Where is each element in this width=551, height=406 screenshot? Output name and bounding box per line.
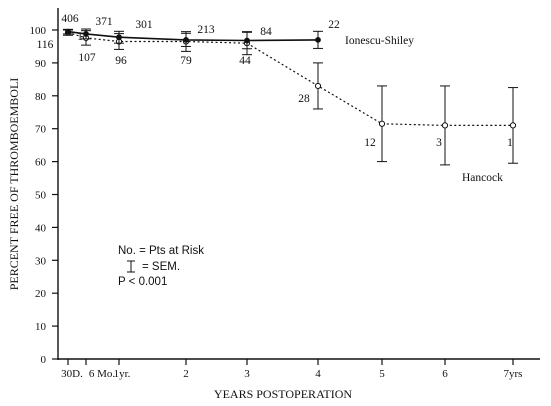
y-tick-label: 60 xyxy=(35,157,47,169)
sem-symbol-icon xyxy=(127,260,135,273)
data-point xyxy=(83,31,89,37)
data-point xyxy=(315,36,321,43)
data-point xyxy=(314,82,322,90)
pts-at-risk-ionescu: 406 xyxy=(61,13,79,25)
y-axis-title: PERCENT FREE OF THROMBOEMBOLI xyxy=(7,78,21,291)
x-tick-label: 7yrs xyxy=(504,368,523,380)
chart-key: No. = Pts at Risk = SEM. P < 0.001 xyxy=(118,245,204,288)
data-point xyxy=(244,37,250,44)
x-axis-title: YEARS POSTOPERATION xyxy=(214,387,352,401)
pts-at-risk-hancock: 44 xyxy=(239,55,251,67)
data-point xyxy=(441,122,449,129)
x-axis-ticks: 30D. 6 Mo.1yr. 2 3 4 5 6 7yrs xyxy=(61,359,522,380)
x-tick-label: 1yr. xyxy=(114,368,131,380)
series-hancock xyxy=(63,29,518,166)
y-axis-ticks: 0 10 20 30 40 50 60 70 80 90 100 xyxy=(30,25,58,366)
data-point xyxy=(116,34,122,41)
x-tick-label: 4 xyxy=(315,368,321,380)
series-line xyxy=(67,30,319,42)
pts-at-risk-ionescu: 301 xyxy=(135,19,153,31)
pts-at-risk-ionescu: 84 xyxy=(260,26,272,38)
pts-at-risk-hancock: 96 xyxy=(115,55,127,67)
series-ionescu-shiley xyxy=(63,28,323,50)
y-tick-label: 70 xyxy=(35,124,47,136)
pts-at-risk-hancock: 79 xyxy=(180,55,192,67)
series-label-ionescu-shiley: Ionescu-Shiley xyxy=(345,35,414,47)
y-tick-label: 80 xyxy=(35,91,47,103)
pts-at-risk-ionescu: 371 xyxy=(95,16,113,28)
pts-at-risk-hancock: 28 xyxy=(298,93,310,105)
y-tick-label: 30 xyxy=(35,255,47,267)
series-line xyxy=(67,32,513,126)
data-point xyxy=(509,122,517,129)
x-tick-label: 5 xyxy=(379,368,385,380)
y-tick-label: 10 xyxy=(35,321,47,333)
x-tick-label: 6 xyxy=(442,368,448,380)
pts-at-risk-hancock: 3 xyxy=(436,137,442,149)
pts-at-risk-ionescu: 213 xyxy=(197,24,215,36)
x-tick-label: 3 xyxy=(244,368,250,380)
pts-at-risk-hancock: 107 xyxy=(78,52,96,64)
pts-at-risk-hancock: 12 xyxy=(364,137,376,149)
pts-at-risk-hancock: 1 xyxy=(507,137,513,149)
key-pts-at-risk: No. = Pts at Risk xyxy=(118,245,204,257)
y-tick-label: 50 xyxy=(35,190,47,202)
y-tick-label: 0 xyxy=(41,354,47,366)
data-point xyxy=(65,28,71,35)
data-point xyxy=(183,36,189,43)
x-tick-label: 30D. xyxy=(61,368,83,380)
key-sem: = SEM. xyxy=(142,261,180,273)
y-tick-label: 100 xyxy=(30,25,47,37)
y-tick-label: 90 xyxy=(35,58,47,70)
patients-at-risk-labels: 406 371 301 213 84 22 116 1 107 96 79 44 28 12 3 1 xyxy=(37,13,514,149)
y-tick-label: 20 xyxy=(35,288,47,300)
series-label-hancock: Hancock xyxy=(462,172,503,184)
data-point xyxy=(378,120,386,127)
key-p-value: P < 0.001 xyxy=(118,276,167,288)
x-tick-label: 6 Mo. xyxy=(89,368,116,380)
pts-at-risk-hancock: 116 xyxy=(37,39,54,51)
y-tick-label: 40 xyxy=(35,222,47,234)
pts-at-risk-hancock: 1 xyxy=(77,31,83,43)
x-tick-label: 2 xyxy=(183,368,189,380)
pts-at-risk-ionescu: 22 xyxy=(328,19,340,31)
